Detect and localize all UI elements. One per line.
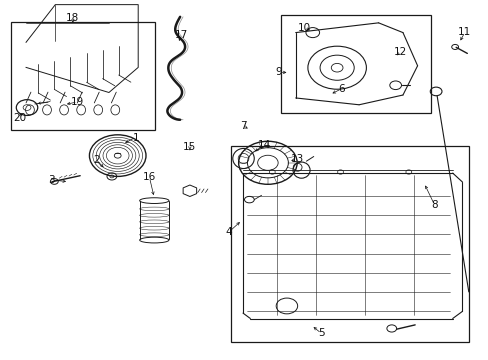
- Text: 10: 10: [297, 23, 310, 33]
- Bar: [281, 15, 430, 113]
- Text: 14: 14: [257, 140, 270, 150]
- Text: 9: 9: [275, 67, 282, 77]
- Text: 17: 17: [174, 30, 187, 40]
- Text: 12: 12: [393, 46, 407, 57]
- Bar: [11, 22, 155, 130]
- Text: 3: 3: [48, 175, 55, 185]
- Text: 1: 1: [133, 133, 139, 143]
- Text: 6: 6: [338, 84, 345, 94]
- Text: 13: 13: [290, 154, 303, 164]
- Text: 4: 4: [225, 227, 232, 237]
- Bar: [230, 145, 468, 342]
- Text: 5: 5: [318, 328, 324, 338]
- Text: 19: 19: [71, 97, 84, 107]
- Text: 18: 18: [66, 13, 80, 23]
- Text: 8: 8: [430, 200, 437, 210]
- Text: 11: 11: [457, 27, 470, 37]
- Text: 2: 2: [93, 155, 100, 165]
- Text: 7: 7: [240, 121, 246, 131]
- Text: 15: 15: [183, 142, 196, 152]
- Text: 20: 20: [14, 113, 27, 123]
- Text: 16: 16: [142, 172, 156, 182]
